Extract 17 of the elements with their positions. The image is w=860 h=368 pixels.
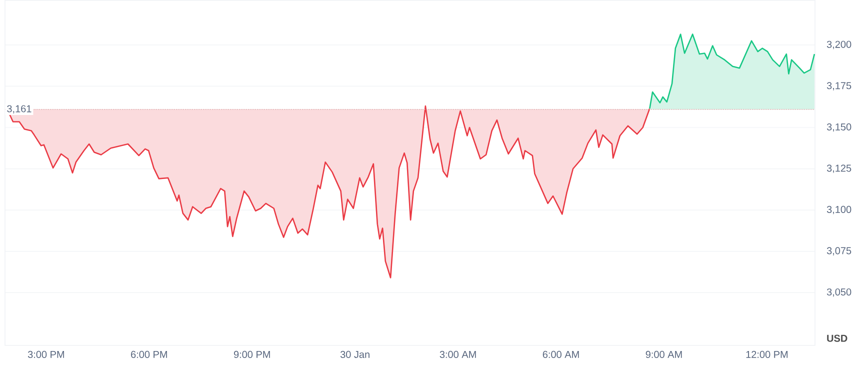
y-tick-label: 3,200 [826,40,852,49]
ref-line-label: 3,161 [7,105,32,114]
y-tick-label: 3,125 [826,164,852,173]
x-tick-label: 3:00 AM [440,350,476,358]
y-tick-label: 3,050 [826,288,852,297]
x-tick-label: 12:00 PM [746,350,788,358]
x-tick-label: 9:00 AM [646,350,682,358]
y-tick-label: 3,075 [826,246,852,256]
x-tick-label: 3:00 PM [28,350,64,358]
y-tick-label: 3,150 [826,123,852,132]
y-axis-title: USD [827,334,848,342]
x-tick-label: 30 Jan [340,350,370,358]
y-tick-label: 3,175 [826,82,852,90]
x-tick-label: 6:00 AM [542,350,579,358]
x-tick-label: 6:00 PM [131,350,167,358]
x-tick-label: 9:00 PM [234,350,270,358]
y-tick-label: 3,100 [826,206,852,214]
